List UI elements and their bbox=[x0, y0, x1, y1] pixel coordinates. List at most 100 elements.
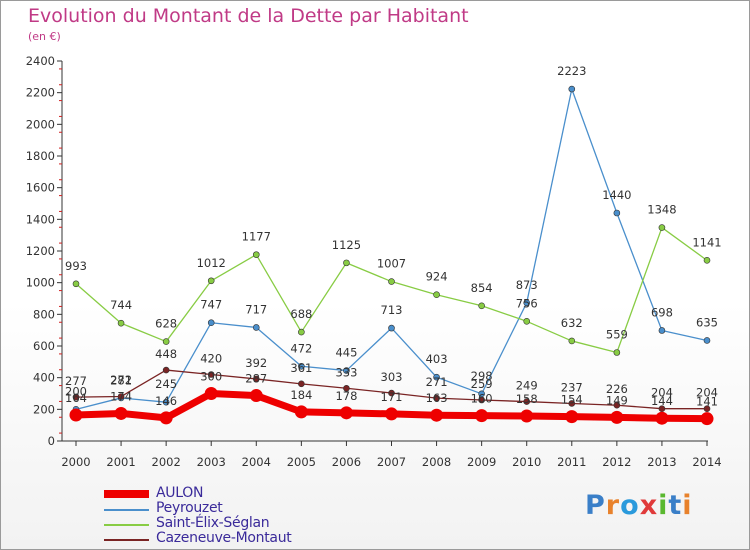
data-point bbox=[343, 384, 350, 392]
data-label: 146 bbox=[155, 394, 177, 408]
data-label: 149 bbox=[606, 393, 628, 407]
data-label: 924 bbox=[426, 270, 448, 284]
data-label: 2223 bbox=[557, 64, 586, 78]
x-tick-label: 2012 bbox=[602, 455, 631, 469]
logo-letter: P bbox=[585, 490, 606, 521]
data-label: 174 bbox=[110, 389, 132, 403]
data-label: 163 bbox=[426, 391, 448, 405]
data-label: 628 bbox=[155, 317, 177, 331]
data-label: 298 bbox=[471, 369, 493, 383]
data-point bbox=[249, 389, 263, 403]
data-point bbox=[72, 280, 80, 288]
data-point bbox=[433, 291, 440, 299]
data-label: 158 bbox=[516, 392, 538, 406]
data-point bbox=[388, 389, 395, 397]
y-tick-label: 2000 bbox=[26, 117, 55, 131]
legend-label: Peyrouzet bbox=[156, 500, 223, 516]
data-label: 1007 bbox=[377, 257, 406, 271]
data-point bbox=[658, 327, 666, 334]
series-line-peyrouzet bbox=[75, 88, 708, 410]
data-label: 333 bbox=[335, 365, 357, 379]
data-label: 1125 bbox=[332, 238, 361, 252]
data-label: 200 bbox=[65, 384, 87, 398]
chart-title: Evolution du Montant de la Dette par Hab… bbox=[28, 5, 469, 27]
data-label: 448 bbox=[155, 347, 177, 361]
data-point bbox=[433, 394, 440, 402]
data-point bbox=[252, 324, 260, 331]
data-point bbox=[658, 224, 666, 231]
unit-label: (en €) bbox=[28, 30, 61, 43]
data-point bbox=[69, 408, 83, 422]
data-label: 744 bbox=[110, 298, 132, 312]
data-point bbox=[117, 319, 125, 327]
data-label: 747 bbox=[200, 298, 222, 312]
data-point bbox=[252, 375, 260, 383]
data-label: 713 bbox=[381, 303, 403, 317]
data-label: 1440 bbox=[602, 188, 631, 202]
data-label: 445 bbox=[335, 346, 357, 360]
data-label: 141 bbox=[696, 395, 718, 409]
y-tick-label: 600 bbox=[33, 339, 55, 353]
legend-swatch bbox=[104, 524, 149, 526]
legend-swatch bbox=[104, 490, 149, 498]
data-label: 300 bbox=[200, 370, 222, 384]
data-label: 993 bbox=[65, 259, 87, 273]
y-tick-label: 1600 bbox=[26, 181, 55, 195]
data-point bbox=[430, 408, 444, 422]
y-tick-label: 400 bbox=[33, 371, 55, 385]
data-label: 237 bbox=[561, 380, 583, 394]
data-point bbox=[613, 209, 621, 217]
data-point bbox=[207, 277, 215, 285]
data-point bbox=[475, 409, 489, 423]
data-point bbox=[655, 411, 669, 425]
x-tick-label: 2013 bbox=[647, 455, 676, 469]
data-point bbox=[385, 407, 398, 421]
logo-letter: i bbox=[682, 490, 693, 521]
y-tick-label: 1000 bbox=[26, 276, 55, 290]
data-label: 171 bbox=[381, 390, 403, 404]
x-tick-label: 2010 bbox=[512, 455, 541, 469]
data-label: 160 bbox=[471, 392, 493, 406]
data-label: 392 bbox=[245, 356, 267, 370]
data-point bbox=[117, 393, 125, 400]
data-label: 204 bbox=[651, 386, 673, 400]
y-tick-label: 200 bbox=[33, 402, 55, 416]
logo-letter: r bbox=[605, 490, 621, 521]
x-tick-label: 2000 bbox=[61, 455, 90, 469]
y-tick-label: 1800 bbox=[26, 149, 55, 163]
x-tick-label: 2011 bbox=[557, 455, 586, 469]
data-point bbox=[388, 278, 395, 285]
data-point bbox=[703, 405, 711, 413]
data-point bbox=[298, 328, 305, 336]
data-label: 154 bbox=[561, 393, 583, 407]
data-point bbox=[610, 410, 624, 424]
data-label: 184 bbox=[290, 388, 312, 402]
data-point bbox=[565, 410, 579, 424]
data-label: 756 bbox=[516, 296, 538, 310]
data-point bbox=[159, 411, 173, 425]
data-label: 717 bbox=[245, 302, 267, 316]
x-tick-label: 2004 bbox=[242, 455, 271, 469]
y-tick-label: 800 bbox=[33, 307, 55, 321]
data-label: 178 bbox=[335, 389, 357, 403]
data-point bbox=[72, 393, 80, 401]
data-label: 259 bbox=[471, 377, 493, 391]
data-point bbox=[523, 398, 531, 405]
data-label: 164 bbox=[65, 391, 87, 405]
data-point bbox=[162, 398, 170, 406]
data-point bbox=[433, 373, 440, 381]
y-tick-label: 2200 bbox=[26, 86, 55, 100]
data-point bbox=[520, 409, 534, 423]
data-label: 226 bbox=[606, 382, 628, 396]
data-point bbox=[703, 257, 711, 264]
data-label: 403 bbox=[426, 352, 448, 366]
data-point bbox=[207, 371, 215, 378]
data-label: 1177 bbox=[242, 230, 271, 244]
data-label: 632 bbox=[561, 316, 583, 330]
data-point bbox=[294, 405, 308, 419]
data-label: 698 bbox=[651, 305, 673, 319]
data-point bbox=[162, 338, 170, 345]
y-tick-label: 1200 bbox=[26, 244, 55, 258]
data-point bbox=[568, 85, 576, 93]
